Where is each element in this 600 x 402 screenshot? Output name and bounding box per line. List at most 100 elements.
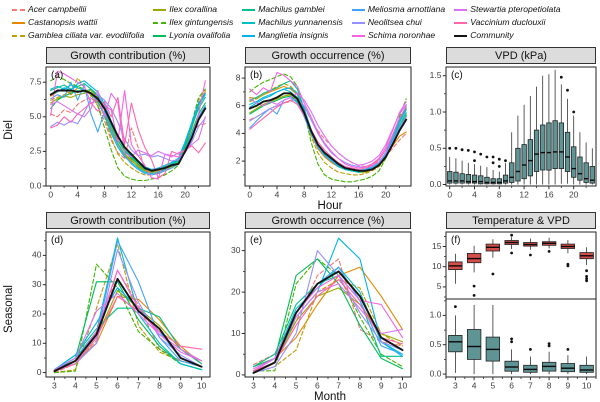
svg-text:1.0: 1.0 [430, 310, 442, 320]
svg-text:7: 7 [528, 381, 533, 391]
svg-text:(a): (a) [51, 70, 63, 81]
panel-c-strip: VPD (kPa) [446, 47, 596, 64]
legend-item-label: Schima noronhae [367, 30, 436, 40]
legend-item: Schima noronhae [351, 29, 445, 42]
svg-text:10: 10 [32, 338, 42, 348]
legend-key-line [351, 34, 365, 37]
legend-item-label: Neolitsea chui [367, 17, 422, 27]
legend-item: Neolitsea chui [351, 16, 445, 29]
svg-text:0.0: 0.0 [30, 180, 42, 190]
svg-text:0: 0 [447, 190, 452, 200]
svg-text:20: 20 [231, 286, 241, 296]
svg-text:5: 5 [294, 381, 299, 391]
svg-text:8: 8 [302, 190, 307, 200]
legend-key-line [242, 8, 256, 11]
legend-key-line [153, 34, 167, 37]
legend-key-line [12, 34, 25, 37]
svg-text:9: 9 [566, 381, 571, 391]
panel-a-plot: 0 4 8 12 16 20 0.0 2.5 5.0 7.5 (a) [30, 66, 211, 200]
legend-item-label: Manglietia insignis [258, 30, 329, 40]
panel-d-strip: Growth contribution (%) [46, 212, 210, 229]
legend-key-line [153, 8, 167, 11]
panel-f: Temperature & VPD 5 10 15 0.0 0.5 1.0 3 4 5 6 7 8 9 1… [418, 212, 600, 402]
svg-text:9: 9 [178, 381, 183, 391]
diel-axis-label: Diel [2, 47, 15, 212]
legend-key-line [153, 21, 167, 24]
svg-text:8: 8 [102, 190, 107, 200]
legend-item: Gamblea ciliata var. evodiifolia [12, 29, 144, 42]
svg-text:4: 4 [73, 381, 78, 391]
svg-text:9: 9 [379, 381, 384, 391]
svg-text:6: 6 [115, 381, 120, 391]
svg-text:5.0: 5.0 [30, 111, 42, 121]
seasonal-row: Seasonal Growth contribution (%) 3 4 5 6 7 8 9… [0, 212, 600, 402]
svg-text:4: 4 [275, 190, 280, 200]
svg-text:1.0: 1.0 [430, 106, 442, 116]
svg-text:8: 8 [358, 381, 363, 391]
legend-item-label: Vaccinium duclouxii [470, 17, 546, 27]
svg-text:20: 20 [32, 308, 42, 318]
legend-item: Manglietia insignis [242, 29, 343, 42]
svg-text:6: 6 [236, 100, 241, 110]
svg-text:1.5: 1.5 [430, 70, 442, 80]
svg-text:6: 6 [315, 381, 320, 391]
svg-text:5: 5 [94, 381, 99, 391]
legend-key-line [454, 8, 468, 11]
panel-a: Growth contribution (%) 0 4 8 12 16 20 0.0 2.5 5… [18, 47, 214, 212]
legend-item-label: Ilex corallina [169, 4, 217, 14]
legend-item-label: Lyonia ovalifolia [169, 30, 231, 40]
legend-item: Castanopsis wattii [12, 16, 144, 29]
hour-axis-label: Hour [317, 200, 343, 212]
svg-text:(b): (b) [250, 70, 262, 81]
svg-text:20: 20 [569, 190, 579, 200]
panel-e: Growth occurrence (%) 3 4 5 6 7 8 9 10 0 10 20 30 (e… [217, 212, 415, 402]
svg-text:0: 0 [236, 369, 241, 379]
legend-item-label: Machilus gamblei [258, 4, 325, 14]
svg-text:0.0: 0.0 [430, 368, 442, 378]
legend-item-label: Acer campbellii [28, 4, 87, 14]
panel-c: VPD (kPa) 0.0 0.5 1.0 1.5 0 4 8 12 16 20 (c) [418, 47, 600, 212]
svg-text:7: 7 [136, 381, 141, 391]
svg-text:2: 2 [236, 155, 241, 165]
legend-item: Community [454, 29, 560, 42]
svg-text:8: 8 [547, 381, 552, 391]
svg-text:4: 4 [472, 190, 477, 200]
legend-item: Meliosma arnottiana [351, 3, 445, 16]
svg-text:4: 4 [272, 381, 277, 391]
legend-item: Acer campbellii [12, 3, 144, 16]
svg-text:30: 30 [231, 245, 241, 255]
svg-text:10: 10 [398, 381, 408, 391]
month-axis-label: Month [314, 391, 346, 402]
svg-text:2.5: 2.5 [30, 146, 42, 156]
svg-text:30: 30 [32, 279, 42, 289]
svg-text:7: 7 [336, 381, 341, 391]
svg-text:20: 20 [381, 190, 391, 200]
svg-text:(d): (d) [51, 235, 63, 246]
legend-item-label: Gamblea ciliata var. evodiifolia [28, 30, 145, 40]
svg-text:(f): (f) [451, 235, 460, 246]
diel-axis-label-text: Diel [2, 119, 15, 140]
panel-e-strip: Growth occurrence (%) [245, 212, 411, 229]
svg-text:16: 16 [153, 190, 163, 200]
svg-text:10: 10 [231, 328, 241, 338]
seasonal-axis-label-text: Seasonal [2, 284, 15, 333]
legend-key-line [454, 21, 468, 24]
legend-item-label: Stewartia pteropetiolata [470, 4, 561, 14]
legend-key-line [12, 8, 25, 11]
svg-text:0.0: 0.0 [430, 179, 442, 189]
svg-text:10: 10 [197, 381, 207, 391]
panel-a-xlabel-spacer [18, 200, 214, 212]
legend-item: Ilex corallina [153, 3, 233, 16]
svg-text:6: 6 [509, 381, 514, 391]
panel-d-xlabel-spacer [18, 391, 214, 402]
svg-text:8: 8 [497, 190, 502, 200]
panel-b: Growth occurrence (%) 0 4 8 12 16 20 2 4 6 8 (b) H… [217, 47, 415, 212]
svg-text:0: 0 [48, 190, 53, 200]
legend-item: Lyonia ovalifolia [153, 29, 233, 42]
panel-d-plot: 3 4 5 6 7 8 9 10 0 10 20 30 40 (d) [32, 231, 211, 391]
legend-item-label: Castanopsis wattii [28, 17, 98, 27]
svg-text:(c): (c) [451, 70, 463, 81]
svg-text:5: 5 [437, 281, 442, 291]
species-legend: Acer campbellii Castanopsis wattii Gamblea… [0, 0, 600, 47]
